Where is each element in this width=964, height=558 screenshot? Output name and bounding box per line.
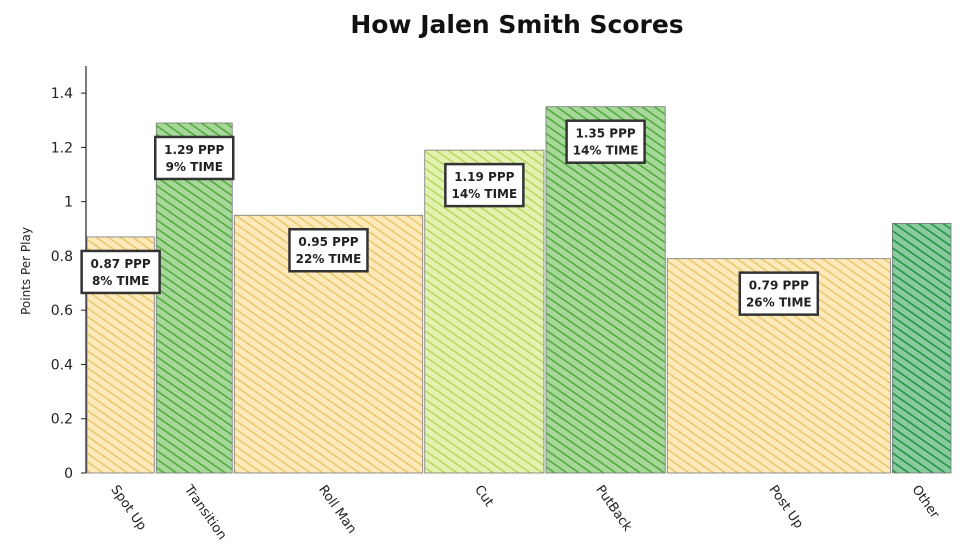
data-label-box xyxy=(444,162,525,208)
y-tick-label: 0.6 xyxy=(51,303,73,319)
bar-transition xyxy=(155,122,233,474)
data-label-time: 26% TIME xyxy=(746,296,812,310)
data-label: 1.29 PPP 9% TIME xyxy=(154,135,235,181)
category-label: Roll Man xyxy=(315,483,359,537)
data-label-time: 8% TIME xyxy=(92,274,149,288)
category-label: Post Up xyxy=(766,483,806,532)
chart-title: How Jalen Smith Scores xyxy=(350,10,683,39)
y-tick-label: 0.8 xyxy=(51,249,73,265)
bar-putback xyxy=(545,106,666,474)
data-label: 0.87 PPP 8% TIME xyxy=(80,249,161,295)
bar-other xyxy=(891,222,952,474)
y-tick-label: 1 xyxy=(64,195,73,211)
data-label: 1.35 PPP 14% TIME xyxy=(565,119,646,164)
category-label: PutBack xyxy=(592,483,635,535)
data-label-box xyxy=(154,135,235,181)
data-label-ppp: 0.87 PPP xyxy=(91,257,151,271)
data-label-ppp: 1.19 PPP xyxy=(454,170,514,184)
category-label: Cut xyxy=(471,483,496,510)
data-label-ppp: 0.79 PPP xyxy=(749,279,809,293)
data-label-time: 14% TIME xyxy=(573,144,639,158)
y-tick-label: 0.2 xyxy=(51,412,73,428)
category-label: Transition xyxy=(180,482,229,543)
bars xyxy=(86,106,952,474)
data-label-box xyxy=(565,119,646,164)
data-label: 1.19 PPP 14% TIME xyxy=(444,162,525,208)
data-label-box xyxy=(80,249,161,295)
y-tick-label: 1.2 xyxy=(51,140,73,156)
data-label-box xyxy=(288,227,369,273)
data-label-time: 9% TIME xyxy=(166,160,223,174)
category-labels: Spot Up Transition Roll Man Cut PutBack Post … xyxy=(107,482,942,543)
data-label: 0.95 PPP 22% TIME xyxy=(288,227,369,273)
data-label-ppp: 0.95 PPP xyxy=(298,235,358,249)
y-tick-label: 0 xyxy=(64,466,73,482)
y-tick-label: 0.4 xyxy=(51,357,73,373)
data-label: 0.79 PPP 26% TIME xyxy=(738,271,820,316)
data-label-ppp: 1.35 PPP xyxy=(576,127,636,141)
category-label: Other xyxy=(908,483,942,522)
category-label: Spot Up xyxy=(107,483,149,534)
data-labels: 0.87 PPP 8% TIME 1.29 PPP 9% TIME 0.95 PPP 22… xyxy=(80,119,820,316)
data-label-ppp: 1.29 PPP xyxy=(164,143,224,157)
data-label-box xyxy=(738,271,820,316)
y-axis-label: Points Per Play xyxy=(19,227,33,315)
data-label-time: 22% TIME xyxy=(296,252,362,266)
data-label-time: 14% TIME xyxy=(452,187,518,201)
y-ticks: 0 0.2 0.4 0.6 0.8 1 1.2 1.4 xyxy=(51,86,86,482)
y-tick-label: 1.4 xyxy=(51,86,73,102)
